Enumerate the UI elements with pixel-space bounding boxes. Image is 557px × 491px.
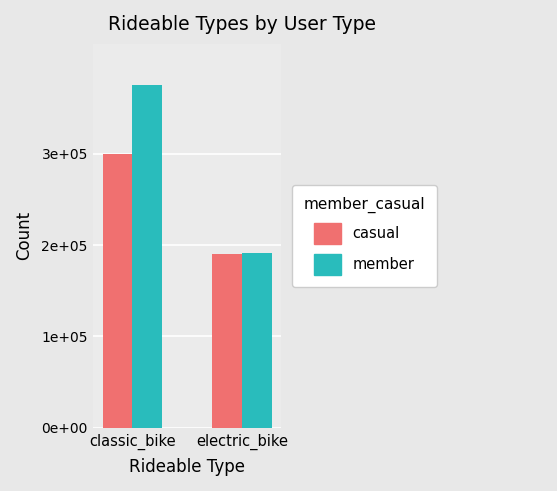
Y-axis label: Count: Count <box>15 211 33 260</box>
Bar <box>133 85 162 428</box>
Legend: casual, member: casual, member <box>292 185 437 287</box>
Bar <box>212 254 242 428</box>
Bar <box>242 253 272 428</box>
X-axis label: Rideable Type: Rideable Type <box>129 458 245 476</box>
Bar <box>102 154 133 428</box>
Text: Rideable Types by User Type: Rideable Types by User Type <box>109 15 377 34</box>
